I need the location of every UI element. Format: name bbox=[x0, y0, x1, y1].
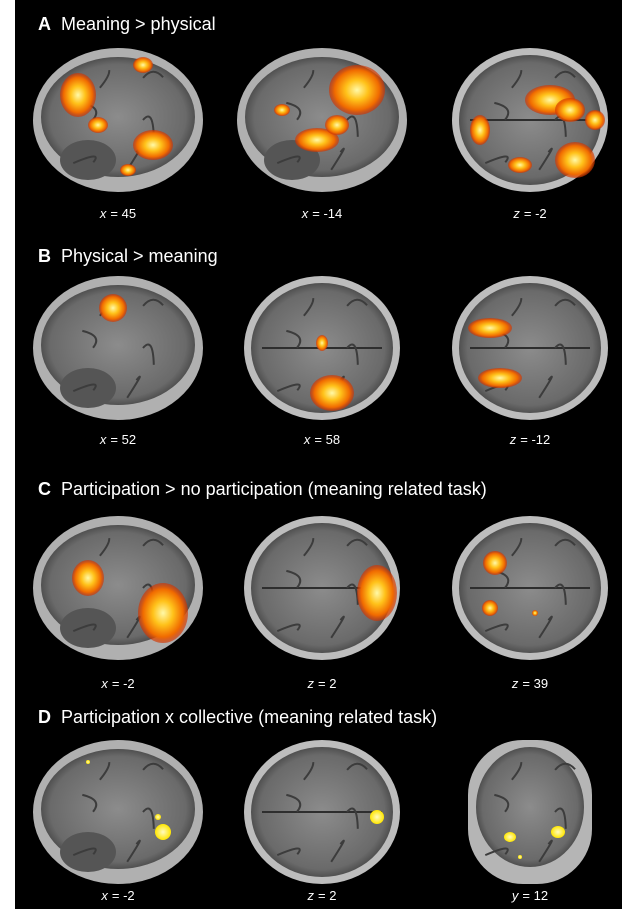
slice-axis: x bbox=[301, 206, 309, 221]
brain-slice bbox=[33, 516, 203, 660]
slice-caption: x = -2 bbox=[100, 888, 134, 903]
brain-slice bbox=[33, 740, 203, 884]
brain-slice bbox=[452, 276, 608, 420]
panel-title: Participation > no participation (meanin… bbox=[61, 479, 487, 499]
activation bbox=[482, 600, 498, 616]
activation bbox=[555, 142, 595, 178]
activation bbox=[138, 583, 188, 643]
slice-caption: z= -12 bbox=[509, 432, 551, 447]
activation bbox=[585, 110, 605, 130]
activation bbox=[370, 810, 384, 824]
brain-slice bbox=[244, 516, 400, 660]
panel-heading: C Participation > no participation (meani… bbox=[38, 479, 487, 499]
slice-coordinate: = -2 bbox=[112, 888, 135, 903]
brain-slice bbox=[244, 740, 400, 884]
panel-letter: C bbox=[38, 479, 51, 499]
brain-slice bbox=[452, 516, 608, 660]
activation bbox=[518, 855, 522, 859]
activation bbox=[133, 57, 153, 73]
slice-coordinate: = 58 bbox=[314, 432, 340, 447]
slice-caption: x= 45 bbox=[99, 206, 136, 221]
slice-axis: x bbox=[99, 206, 107, 221]
slice-coordinate: = -14 bbox=[312, 206, 342, 221]
slice-coordinate: = 2 bbox=[318, 888, 336, 903]
activation bbox=[329, 65, 385, 115]
cerebellum bbox=[60, 608, 116, 648]
slice-axis: z bbox=[509, 432, 517, 447]
brain-slice bbox=[33, 276, 203, 420]
slice-axis: x bbox=[100, 888, 108, 903]
slice-axis: x bbox=[100, 676, 108, 691]
activation bbox=[72, 560, 104, 596]
activation bbox=[508, 157, 532, 173]
slice-coordinate: = 45 bbox=[110, 206, 136, 221]
panel-heading: D Participation x collective (meaning rel… bbox=[38, 707, 437, 727]
slice-caption: z= 39 bbox=[511, 676, 548, 691]
brain-slice bbox=[244, 276, 400, 420]
slice-axis: z bbox=[307, 888, 315, 903]
slice-axis: z bbox=[512, 206, 520, 221]
slice-caption: x= 58 bbox=[303, 432, 340, 447]
slice-coordinate: = 2 bbox=[318, 676, 336, 691]
slice-caption: x = -2 bbox=[100, 676, 134, 691]
slice-axis: z bbox=[307, 676, 315, 691]
slice-axis: x bbox=[303, 432, 311, 447]
cerebellum bbox=[60, 140, 116, 180]
slice-axis: z bbox=[511, 676, 519, 691]
activation bbox=[316, 335, 328, 351]
activation bbox=[88, 117, 108, 133]
activation bbox=[133, 130, 173, 160]
figure: AMeaning > physicalx= 45x= -14z= -2BPhys… bbox=[0, 0, 638, 909]
slice-caption: z = -2 bbox=[512, 206, 546, 221]
slice-caption: z= 2 bbox=[307, 888, 337, 903]
brain-slice bbox=[468, 740, 592, 884]
panel-letter: A bbox=[38, 14, 51, 34]
brain-slice bbox=[452, 48, 608, 192]
activation bbox=[357, 565, 397, 621]
panel-heading: A Meaning > physical bbox=[38, 14, 216, 34]
panel-letter: D bbox=[38, 707, 51, 727]
activation bbox=[468, 318, 512, 338]
activation bbox=[478, 368, 522, 388]
slice-caption: y= 12 bbox=[511, 888, 548, 903]
brain-slice bbox=[33, 48, 203, 192]
activation bbox=[555, 98, 585, 122]
activation bbox=[155, 814, 161, 820]
slice-caption: x= 52 bbox=[99, 432, 136, 447]
panel-letter: B bbox=[38, 246, 51, 266]
activation bbox=[99, 294, 127, 322]
activation bbox=[504, 832, 516, 842]
activation bbox=[86, 760, 90, 764]
activation bbox=[483, 551, 507, 575]
activation bbox=[470, 115, 490, 145]
slice-axis: x bbox=[99, 432, 107, 447]
slice-caption: x= -14 bbox=[301, 206, 343, 221]
cerebellum bbox=[60, 832, 116, 872]
slice-coordinate: = -12 bbox=[520, 432, 550, 447]
slice-coordinate: = 39 bbox=[522, 676, 548, 691]
slice-coordinate: = -2 bbox=[524, 206, 547, 221]
activation bbox=[60, 73, 96, 117]
activation bbox=[325, 115, 349, 135]
panel-heading: B Physical > meaning bbox=[38, 246, 218, 266]
brain-slice bbox=[237, 48, 407, 192]
slice-coordinate: = 52 bbox=[110, 432, 136, 447]
activation bbox=[274, 104, 290, 116]
activation bbox=[532, 610, 538, 616]
panel-title: Participation x collective (meaning rela… bbox=[61, 707, 437, 727]
slice-coordinate: = -2 bbox=[112, 676, 135, 691]
panel-title: Meaning > physical bbox=[61, 14, 216, 34]
slice-coordinate: = 12 bbox=[522, 888, 548, 903]
activation bbox=[120, 164, 136, 176]
activation bbox=[310, 375, 354, 411]
activation bbox=[551, 826, 565, 838]
panel-title: Physical > meaning bbox=[61, 246, 218, 266]
cerebellum bbox=[60, 368, 116, 408]
slice-caption: z= 2 bbox=[307, 676, 337, 691]
activation bbox=[155, 824, 171, 840]
